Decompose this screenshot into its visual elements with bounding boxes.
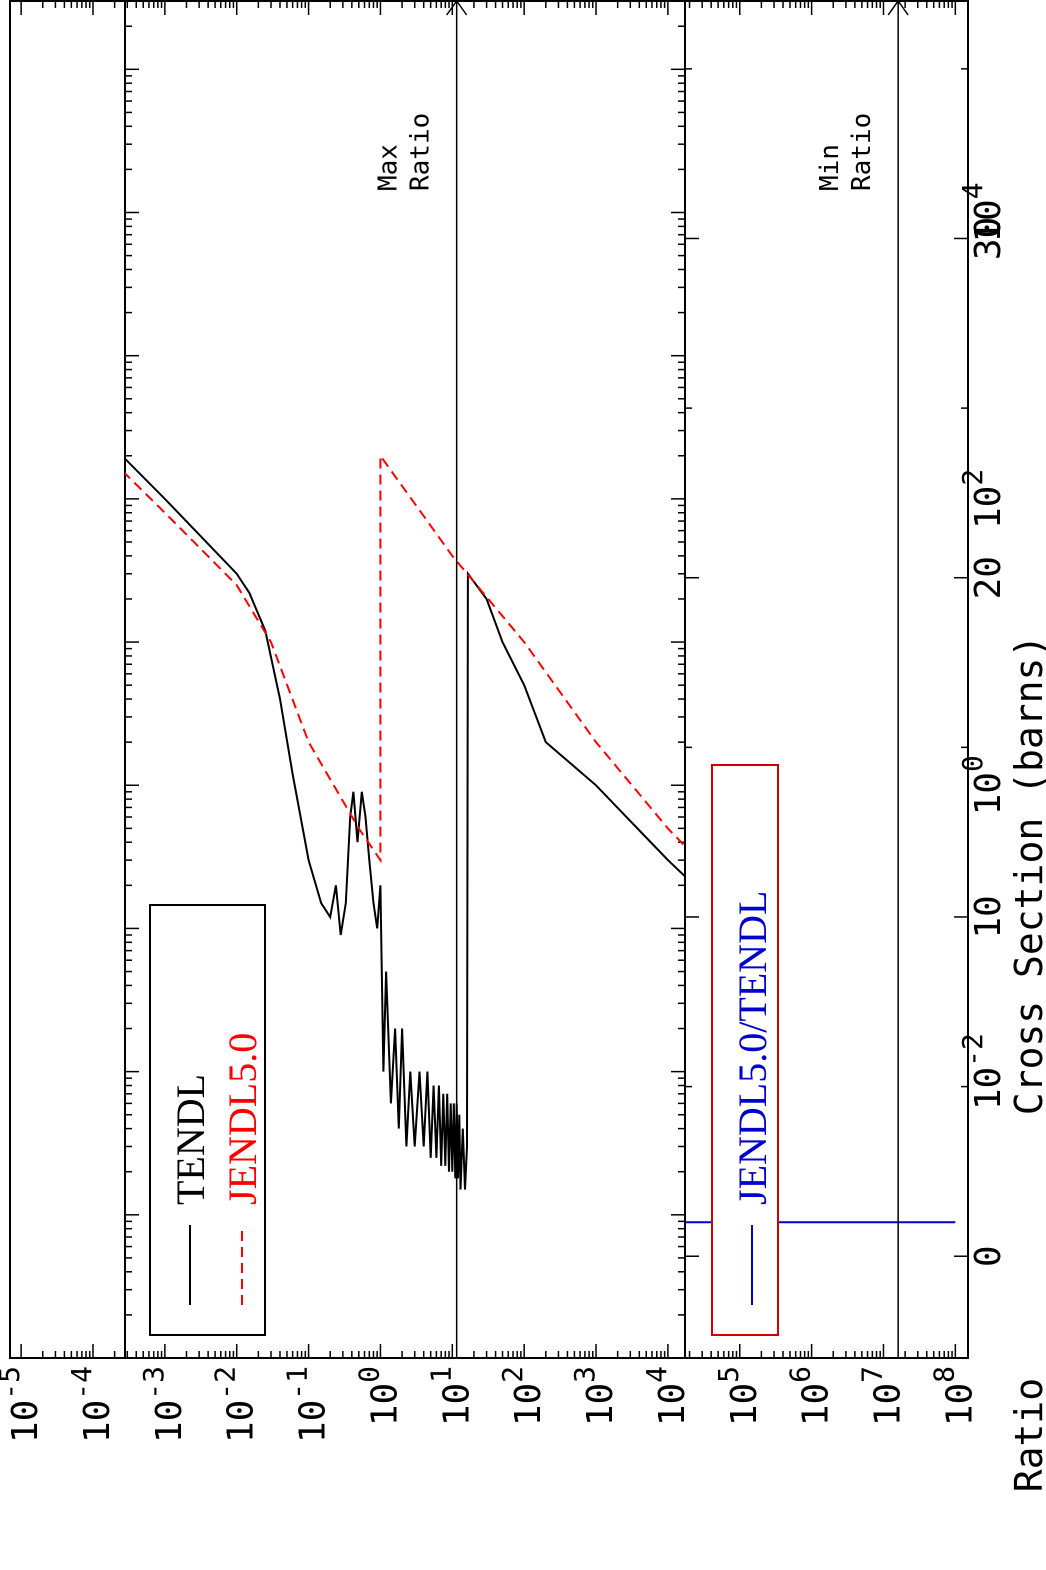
y-tick-label: 100 xyxy=(956,755,1009,815)
ratio-panel-frame xyxy=(684,0,969,1359)
main-panel-ticks xyxy=(125,0,685,1359)
legend-box xyxy=(711,764,779,1336)
legend-box xyxy=(149,904,266,1336)
legend-label: TENDL xyxy=(168,1074,213,1205)
arrow-head-icon xyxy=(887,0,909,16)
y-tick-label: 10 xyxy=(968,895,1009,938)
x-tick-label: 107 xyxy=(855,1366,908,1426)
y-tick-label: 20 xyxy=(968,556,1009,599)
cross-section-axis-title: Cross Section (barns) xyxy=(1007,635,1046,1115)
ratio-panel-ticks xyxy=(685,1,968,1358)
main-y-tick-labels: 104 102 100 10-2 xyxy=(956,182,1009,1110)
max-ratio-label: Ratio xyxy=(406,113,436,191)
x-tick-label: 104 xyxy=(640,1366,693,1426)
x-tick-label: 103 xyxy=(568,1366,621,1426)
min-ratio-marker: Min Ratio xyxy=(815,0,909,1358)
x-tick-label: 102 xyxy=(496,1366,549,1426)
x-tick-labels: 10-5 10-4 10-3 10-2 10-1 100 101 102 103 104 105 10… xyxy=(0,1366,980,1443)
x-tick-label: 10-4 xyxy=(65,1366,118,1443)
ratio-annotations: Max Ratio Min Ratio xyxy=(374,0,909,1358)
x-tick-label: 106 xyxy=(784,1366,837,1426)
x-tick-label: 10-3 xyxy=(137,1366,190,1443)
series-line-JENDL5.0 xyxy=(125,368,685,1316)
legend-label: JENDL5.0 xyxy=(220,1033,265,1205)
y-tick-label: 104 xyxy=(956,182,1009,242)
y-tick-label: 30 xyxy=(968,217,1009,260)
x-tick-label: 100 xyxy=(352,1366,405,1426)
max-ratio-marker: Max Ratio xyxy=(374,0,468,1358)
x-tick-label: 10-5 xyxy=(0,1366,46,1443)
x-tick-label: 108 xyxy=(927,1366,980,1426)
series-line-TENDL xyxy=(125,354,685,1316)
x-tick-label: 10-1 xyxy=(281,1366,334,1443)
legend-ratio: JENDL5.0/TENDL xyxy=(711,764,779,1336)
top-strip-ticks xyxy=(20,1,116,1358)
x-tick-label: 105 xyxy=(712,1366,765,1426)
ratio-axis-title: Ratio xyxy=(1007,1378,1046,1492)
y-tick-label: 10-2 xyxy=(956,1033,1009,1110)
y-tick-label: 0 xyxy=(968,1245,1009,1267)
x-tick-label: 10-2 xyxy=(209,1366,262,1443)
ratio-y-tick-labels: 30 20 10 0 xyxy=(968,217,1009,1267)
legend-main: TENDL JENDL5.0 xyxy=(149,904,266,1336)
legend-label: JENDL5.0/TENDL xyxy=(730,891,775,1205)
arrow-head-icon xyxy=(446,0,468,16)
main-series-group xyxy=(125,354,685,1316)
max-ratio-label: Max xyxy=(374,144,404,191)
min-ratio-label: Ratio xyxy=(847,113,877,191)
y-tick-label: 102 xyxy=(956,469,1009,529)
min-ratio-label: Min xyxy=(815,144,845,191)
x-tick-label: 101 xyxy=(424,1366,477,1426)
